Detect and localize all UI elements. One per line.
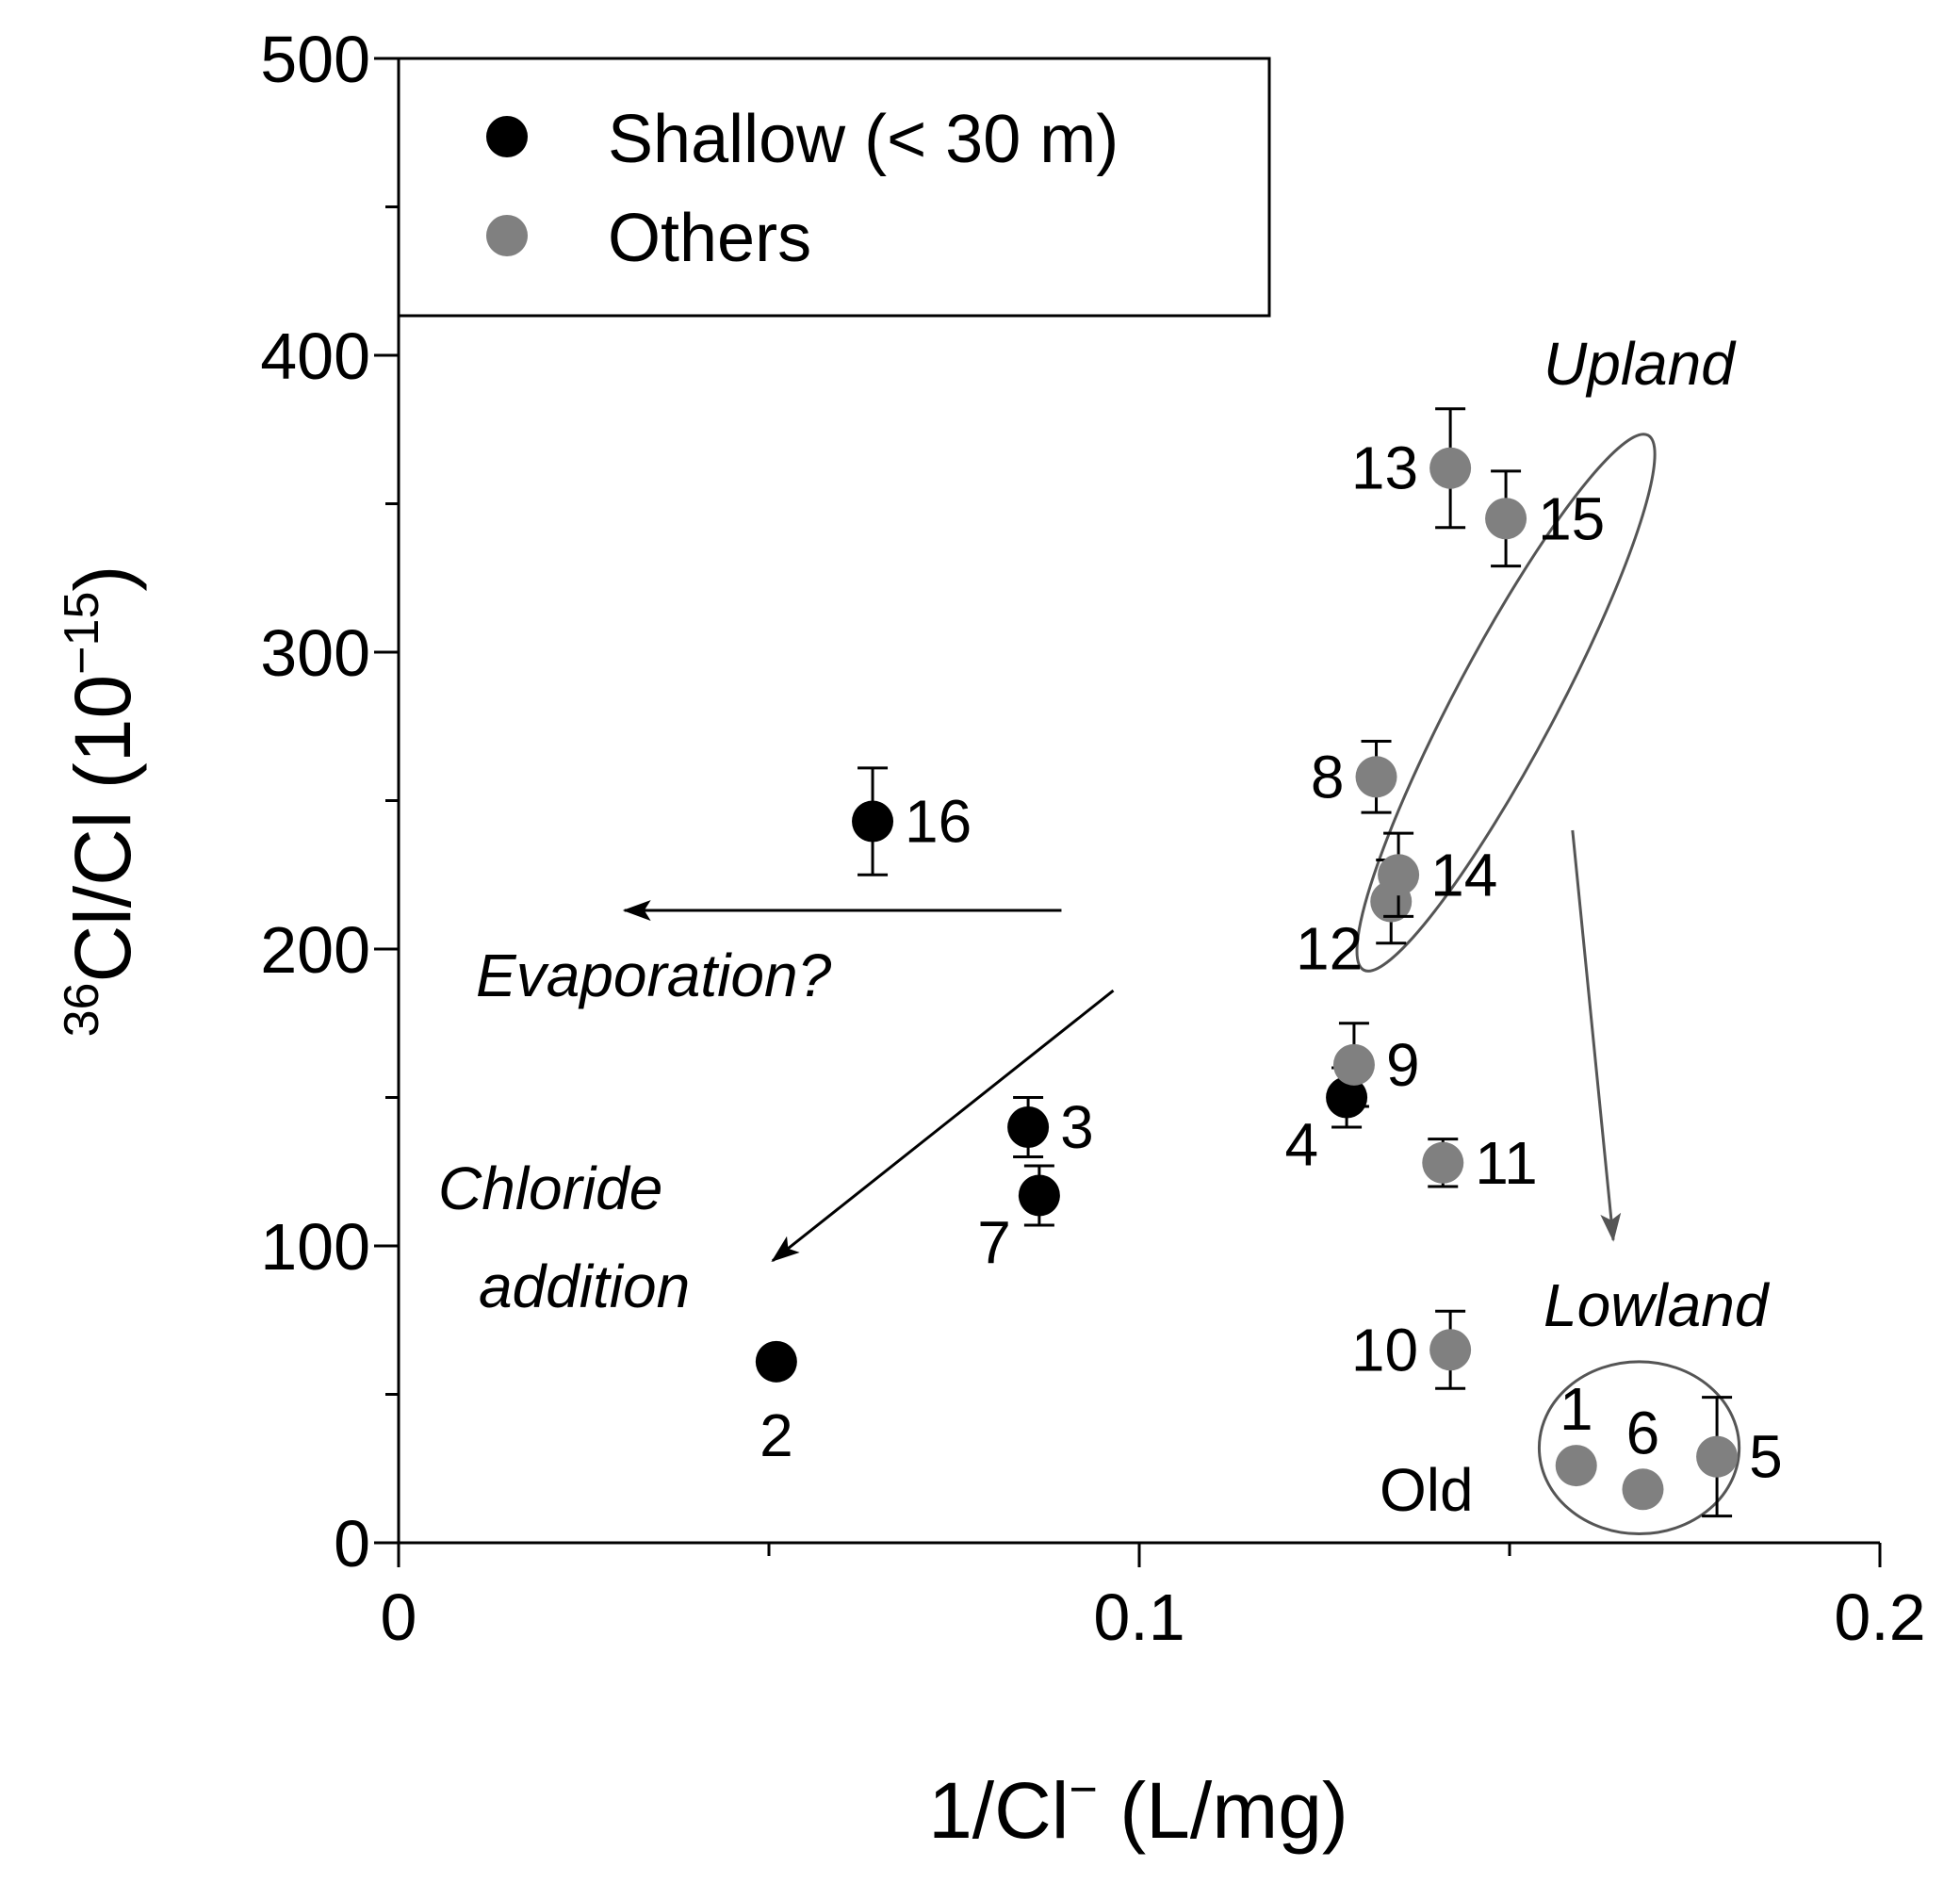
data-point-1 — [1555, 1445, 1597, 1487]
x-tick-label: 0 — [381, 1580, 417, 1654]
legend-label-shallow: Shallow (< 30 m) — [608, 102, 1119, 177]
annotation-old: Old — [1380, 1456, 1474, 1524]
chloride-addition-arrow — [771, 989, 1115, 1262]
point-label-16: 16 — [905, 788, 972, 856]
point-label-12: 12 — [1296, 915, 1363, 983]
data-point-10 — [1429, 1329, 1472, 1371]
y-tick-label: 400 — [260, 319, 370, 393]
data-point-16 — [852, 800, 894, 843]
data-point-2 — [755, 1340, 797, 1383]
annotation-upland: Upland — [1544, 330, 1737, 398]
data-point-14 — [1378, 854, 1420, 896]
upland-to-lowland-arrow — [1571, 829, 1622, 1242]
point-label-14: 14 — [1430, 841, 1497, 909]
legend-box — [397, 57, 1271, 318]
point-label-4: 4 — [1284, 1111, 1318, 1179]
upland-ellipse — [1355, 433, 1657, 973]
point-label-7: 7 — [977, 1208, 1011, 1276]
y-axis-label: 36Cl/Cl (10−15) — [55, 565, 147, 1038]
data-point-11 — [1422, 1141, 1464, 1184]
annotation-addition: addition — [479, 1253, 690, 1320]
data-point-8 — [1355, 756, 1397, 798]
x-tick-label: 0.2 — [1834, 1580, 1925, 1654]
point-label-1: 1 — [1560, 1375, 1593, 1443]
annotation-chloride: Chloride — [438, 1154, 662, 1222]
legend-label-others: Others — [608, 201, 811, 276]
data-point-7 — [1018, 1174, 1060, 1217]
point-label-15: 15 — [1538, 484, 1605, 552]
point-label-6: 6 — [1626, 1399, 1660, 1466]
data-point-4 — [1326, 1076, 1368, 1119]
annotations: Evaporation? Chloride addition Upland Lo… — [438, 330, 1771, 1524]
data-point-3 — [1007, 1106, 1050, 1148]
legend: Shallow (< 30 m) Others — [397, 57, 1271, 318]
axis-ticks: 0 100 200 300 400 500 0 0.1 0.2 — [260, 23, 1925, 1654]
legend-marker-shallow — [486, 116, 528, 157]
data-point-5 — [1696, 1435, 1739, 1478]
legend-marker-others — [486, 215, 528, 256]
point-label-3: 3 — [1060, 1093, 1094, 1161]
point-label-9: 9 — [1386, 1031, 1420, 1099]
point-label-11: 11 — [1475, 1129, 1537, 1197]
y-tick-label: 500 — [260, 23, 370, 96]
point-label-2: 2 — [760, 1401, 793, 1469]
annotation-lowland: Lowland — [1544, 1271, 1771, 1339]
y-tick-label: 300 — [260, 616, 370, 690]
x-axis-label: 1/Cl− (L/mg) — [928, 1762, 1348, 1855]
data-point-13 — [1429, 447, 1472, 489]
annotation-evaporation: Evaporation? — [476, 942, 832, 1009]
data-point-6 — [1622, 1468, 1664, 1511]
y-tick-label: 100 — [260, 1210, 370, 1284]
y-tick-label: 200 — [260, 913, 370, 987]
lowland-ellipse — [1537, 1360, 1741, 1536]
point-label-5: 5 — [1749, 1423, 1783, 1491]
data-point-15 — [1485, 498, 1527, 540]
data-point-9 — [1332, 1043, 1375, 1086]
annotation-shapes — [622, 433, 1741, 1536]
point-label-8: 8 — [1311, 743, 1345, 811]
x-tick-label: 0.1 — [1093, 1580, 1184, 1654]
y-tick-label: 0 — [334, 1507, 370, 1580]
point-label-13: 13 — [1351, 434, 1418, 502]
point-label-10: 10 — [1351, 1316, 1418, 1384]
